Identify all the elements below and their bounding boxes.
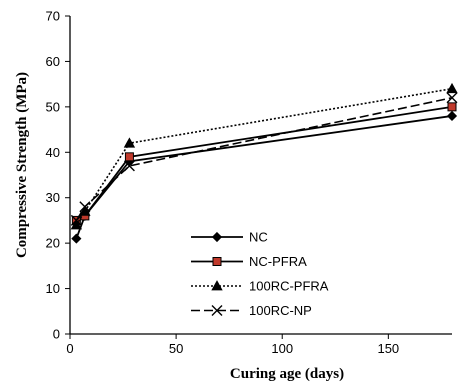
data-point — [446, 110, 458, 122]
x-tick-label: 150 — [377, 341, 399, 356]
legend-marker — [211, 280, 223, 291]
y-tick-label: 50 — [46, 99, 60, 114]
x-tick-label: 50 — [169, 341, 183, 356]
series-line — [75, 87, 453, 226]
legend: NC NC-PFRA 100RC-PFRA 100RC-NP — [191, 230, 329, 318]
data-point — [123, 137, 136, 148]
series-line — [75, 96, 453, 221]
legend-label: NC-PFRA — [249, 254, 307, 269]
data-point — [124, 152, 134, 162]
y-tick-label: 30 — [46, 190, 60, 205]
data-point — [123, 160, 135, 172]
legend-label: 100RC-NP — [249, 303, 312, 318]
data-point — [447, 102, 457, 112]
legend-marker — [211, 305, 223, 316]
y-tick-label: 0 — [53, 327, 60, 342]
data-point — [71, 233, 82, 244]
series-nc — [71, 110, 458, 244]
series-100rc-np — [70, 92, 458, 226]
series-line — [75, 115, 453, 239]
data-point — [446, 82, 458, 94]
legend-marker — [211, 231, 223, 243]
legend-label: NC — [249, 230, 268, 245]
y-tick-label: 20 — [46, 236, 60, 251]
x-axis-title: Curing age (days) — [230, 366, 344, 382]
data-point — [79, 205, 91, 216]
y-tick-label: 70 — [46, 9, 60, 24]
x-tick-label: 0 — [66, 341, 73, 356]
series-layer — [70, 82, 458, 244]
axes: 0 10 20 30 40 50 60 70 0 50 100 150 — [46, 9, 452, 356]
data-point — [70, 219, 83, 230]
legend-label: 100RC-PFRA — [249, 279, 329, 294]
y-tick-label: 10 — [46, 281, 60, 296]
series-100rc-pfra — [70, 82, 458, 230]
data-point — [79, 201, 91, 213]
legend-marker — [212, 257, 222, 266]
y-tick-label: 40 — [46, 145, 60, 160]
y-tick-label: 60 — [46, 54, 60, 69]
y-axis-title: Compressive Strength (MPa) — [14, 72, 30, 258]
data-point — [446, 92, 458, 104]
x-tick-label: 100 — [271, 341, 293, 356]
data-point — [70, 214, 82, 226]
